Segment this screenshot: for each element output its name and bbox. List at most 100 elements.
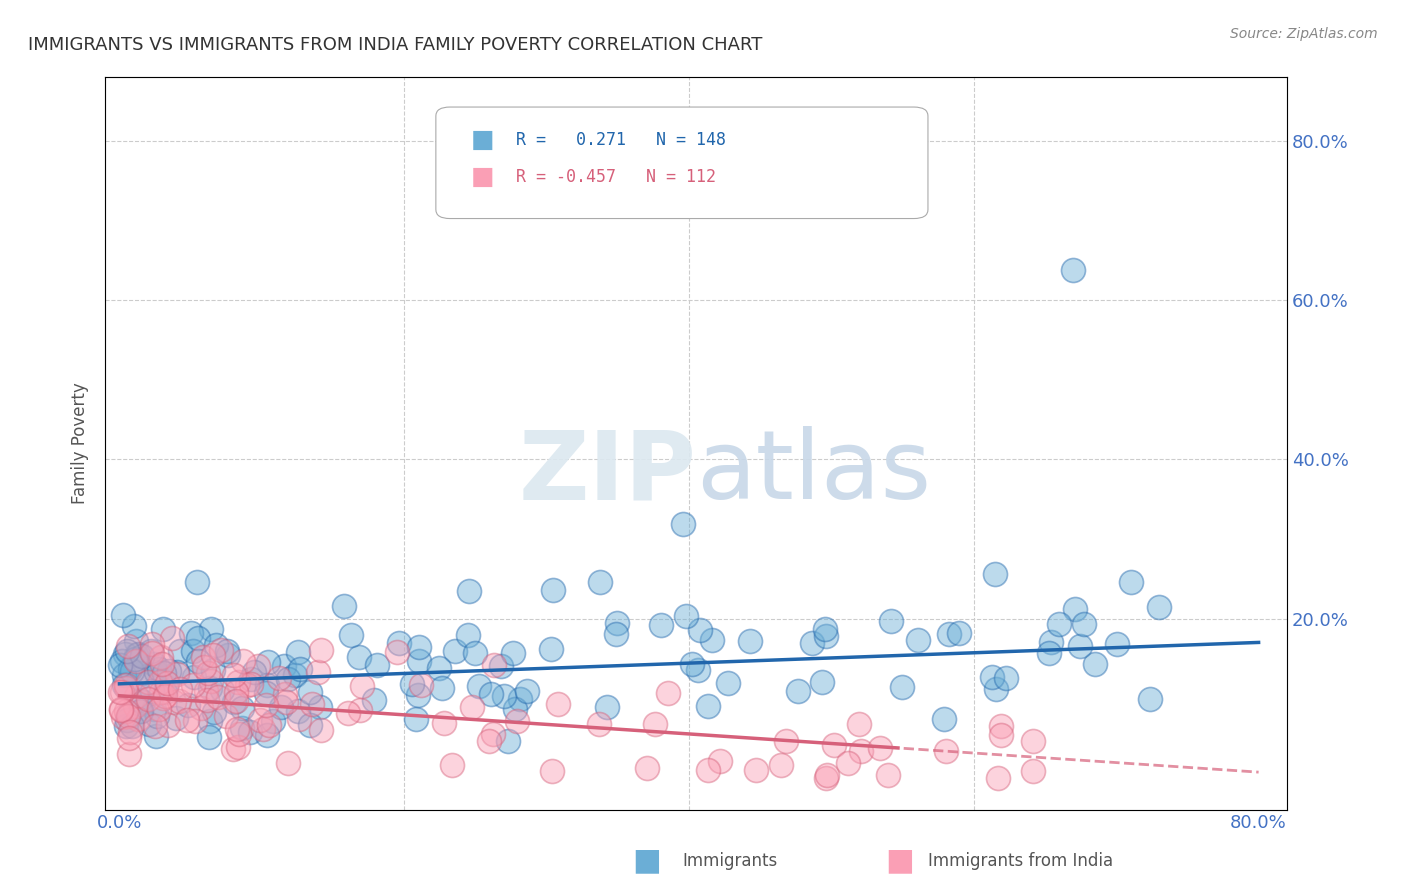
- Point: [478, 734, 501, 748]
- Point: [401, 676, 423, 690]
- Point: [385, 645, 408, 659]
- Point: [273, 658, 295, 673]
- Point: [201, 648, 224, 662]
- Point: [1063, 263, 1085, 277]
- Text: atlas: atlas: [696, 426, 931, 519]
- Point: [176, 698, 198, 713]
- Point: [336, 706, 359, 721]
- Point: [995, 672, 1018, 686]
- Point: [127, 712, 149, 726]
- Point: [142, 702, 165, 716]
- Point: [606, 616, 628, 631]
- Point: [815, 768, 838, 782]
- Point: [226, 675, 249, 690]
- Point: [141, 646, 163, 660]
- Text: ZIP: ZIP: [519, 426, 696, 519]
- Point: [876, 768, 898, 782]
- Point: [145, 730, 167, 744]
- Point: [121, 719, 143, 733]
- Point: [169, 681, 191, 696]
- Point: [205, 638, 228, 652]
- Point: [148, 662, 170, 676]
- Point: [596, 700, 619, 714]
- Point: [150, 649, 173, 664]
- Point: [409, 678, 432, 692]
- Point: [274, 687, 297, 701]
- Point: [644, 717, 666, 731]
- Point: [932, 712, 955, 726]
- Point: [672, 516, 695, 531]
- Point: [307, 665, 329, 679]
- Point: [430, 681, 453, 695]
- Point: [115, 719, 138, 733]
- Point: [468, 679, 491, 693]
- Point: [249, 713, 271, 727]
- Point: [195, 692, 218, 706]
- Point: [1139, 692, 1161, 706]
- Point: [935, 744, 957, 758]
- Point: [441, 758, 464, 772]
- Point: [267, 671, 290, 685]
- Point: [540, 642, 562, 657]
- Point: [111, 608, 134, 623]
- Point: [388, 635, 411, 649]
- Point: [225, 694, 247, 708]
- Text: ■: ■: [471, 165, 495, 188]
- Point: [277, 756, 299, 770]
- Point: [183, 670, 205, 684]
- Point: [811, 675, 834, 690]
- Point: [252, 722, 274, 736]
- Point: [117, 747, 139, 761]
- Point: [110, 685, 132, 699]
- Point: [509, 692, 531, 706]
- Point: [257, 718, 280, 732]
- Point: [226, 739, 249, 754]
- Point: [1149, 600, 1171, 615]
- Point: [363, 693, 385, 707]
- Point: [217, 648, 239, 662]
- Point: [938, 626, 960, 640]
- Point: [240, 677, 263, 691]
- Point: [984, 681, 1007, 696]
- Point: [198, 730, 221, 744]
- Point: [141, 683, 163, 698]
- Point: [408, 640, 430, 654]
- Point: [247, 658, 270, 673]
- Point: [148, 702, 170, 716]
- Point: [129, 704, 152, 718]
- Point: [717, 676, 740, 690]
- Point: [125, 654, 148, 668]
- Point: [157, 664, 180, 678]
- Point: [681, 657, 703, 671]
- Point: [111, 684, 134, 698]
- Point: [165, 711, 187, 725]
- Point: [492, 689, 515, 703]
- Point: [800, 636, 823, 650]
- Point: [197, 666, 219, 681]
- Point: [186, 574, 208, 589]
- Point: [120, 724, 142, 739]
- Point: [1073, 617, 1095, 632]
- Point: [990, 719, 1012, 733]
- Point: [239, 724, 262, 739]
- Point: [333, 599, 356, 614]
- Point: [124, 699, 146, 714]
- Point: [207, 690, 229, 704]
- Point: [650, 617, 672, 632]
- Point: [239, 672, 262, 686]
- Point: [675, 609, 697, 624]
- Point: [290, 662, 312, 676]
- Point: [301, 697, 323, 711]
- Point: [481, 727, 503, 741]
- Text: Source: ZipAtlas.com: Source: ZipAtlas.com: [1230, 27, 1378, 41]
- Point: [457, 584, 479, 599]
- Point: [131, 648, 153, 663]
- Point: [457, 628, 479, 642]
- Point: [464, 647, 486, 661]
- Point: [166, 667, 188, 681]
- Point: [869, 741, 891, 756]
- Point: [516, 683, 538, 698]
- Point: [697, 763, 720, 777]
- Point: [987, 771, 1010, 785]
- Text: ■: ■: [471, 128, 495, 152]
